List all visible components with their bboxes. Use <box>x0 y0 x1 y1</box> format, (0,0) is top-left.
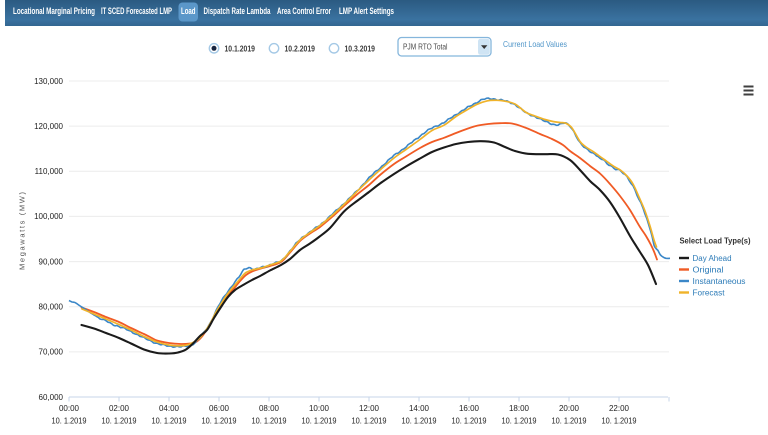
svg-text:60,000: 60,000 <box>39 393 64 402</box>
svg-text:02:00: 02:00 <box>109 404 130 413</box>
svg-text:10. 1.2019: 10. 1.2019 <box>552 417 588 426</box>
svg-text:14:00: 14:00 <box>409 404 430 413</box>
svg-text:Original: Original <box>693 265 724 274</box>
svg-text:10. 1.2019: 10. 1.2019 <box>102 417 138 426</box>
svg-text:18:00: 18:00 <box>509 404 530 413</box>
svg-text:10. 1.2019: 10. 1.2019 <box>52 417 88 426</box>
svg-text:16:00: 16:00 <box>459 404 480 413</box>
svg-text:10.2.2019: 10.2.2019 <box>285 43 316 53</box>
svg-text:LMP Alert Settings: LMP Alert Settings <box>339 6 394 16</box>
svg-text:Current Load Values: Current Load Values <box>503 39 567 49</box>
svg-text:Area Control Error: Area Control Error <box>277 6 331 16</box>
svg-text:Day Ahead: Day Ahead <box>693 254 732 263</box>
svg-text:00:00: 00:00 <box>59 404 80 413</box>
svg-text:10. 1.2019: 10. 1.2019 <box>402 417 438 426</box>
svg-text:10. 1.2019: 10. 1.2019 <box>602 417 638 426</box>
svg-text:10:00: 10:00 <box>309 404 330 413</box>
svg-text:10.3.2019: 10.3.2019 <box>345 43 376 53</box>
svg-text:10. 1.2019: 10. 1.2019 <box>352 417 388 426</box>
svg-text:100,000: 100,000 <box>34 212 63 221</box>
svg-text:10. 1.2019: 10. 1.2019 <box>502 417 538 426</box>
svg-text:PJM RTO Total: PJM RTO Total <box>403 42 448 52</box>
svg-text:10. 1.2019: 10. 1.2019 <box>202 417 238 426</box>
svg-text:IT SCED Forecasted LMP: IT SCED Forecasted LMP <box>101 6 172 16</box>
svg-text:10. 1.2019: 10. 1.2019 <box>452 417 488 426</box>
svg-text:10. 1.2019: 10. 1.2019 <box>152 417 188 426</box>
svg-text:04:00: 04:00 <box>159 404 180 413</box>
svg-text:12:00: 12:00 <box>359 404 380 413</box>
svg-text:06:00: 06:00 <box>209 404 230 413</box>
svg-text:10. 1.2019: 10. 1.2019 <box>252 417 288 426</box>
svg-text:Dispatch Rate Lambda: Dispatch Rate Lambda <box>204 6 272 16</box>
svg-text:10. 1.2019: 10. 1.2019 <box>302 417 338 426</box>
svg-text:22:00: 22:00 <box>609 404 630 413</box>
svg-text:Megawatts (MW): Megawatts (MW) <box>18 192 27 271</box>
svg-text:Select Load Type(s): Select Load Type(s) <box>680 237 751 246</box>
svg-text:120,000: 120,000 <box>34 122 63 131</box>
svg-text:Instantaneous: Instantaneous <box>693 277 746 286</box>
svg-text:Load: Load <box>181 6 196 16</box>
svg-text:90,000: 90,000 <box>39 257 64 266</box>
svg-text:10.1.2019: 10.1.2019 <box>225 43 256 53</box>
svg-text:20:00: 20:00 <box>559 404 580 413</box>
svg-text:70,000: 70,000 <box>39 348 64 357</box>
svg-text:Locational Marginal Pricing: Locational Marginal Pricing <box>13 6 95 16</box>
svg-text:110,000: 110,000 <box>35 167 64 176</box>
svg-text:80,000: 80,000 <box>39 303 64 312</box>
svg-text:08:00: 08:00 <box>259 404 280 413</box>
svg-text:Forecast: Forecast <box>693 288 726 297</box>
svg-text:130,000: 130,000 <box>34 77 63 86</box>
